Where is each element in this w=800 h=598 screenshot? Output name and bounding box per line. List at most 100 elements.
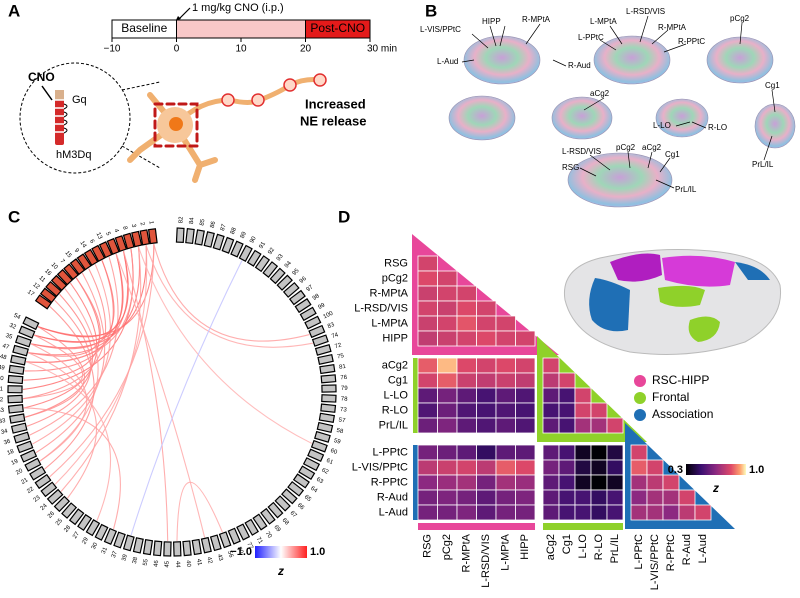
legend-swatch [634, 409, 646, 421]
neuron [127, 73, 327, 183]
node [12, 344, 29, 357]
heat-cell [495, 387, 516, 404]
node [319, 364, 336, 375]
node-label: 56 [226, 550, 234, 559]
heat-cell [476, 504, 497, 521]
node [8, 364, 25, 375]
column-label: L-RSD/VIS [480, 534, 492, 588]
node [91, 244, 106, 262]
node-label: 4 [113, 228, 120, 234]
row-label: L-PPtC [373, 446, 409, 458]
node [274, 495, 291, 512]
heat-cell [542, 372, 560, 389]
region-label: L-PPtC [578, 33, 604, 42]
node [63, 263, 80, 281]
heat-cell [456, 357, 477, 374]
heat-cell [476, 372, 497, 389]
heat-cell [417, 285, 438, 302]
region-label: L-LO [653, 121, 671, 130]
node-label: 20 [15, 468, 24, 477]
chord [60, 246, 142, 492]
node-label: 98 [312, 293, 321, 302]
colorbar-label: 1.0 [310, 546, 325, 558]
heat-cell [558, 504, 576, 521]
node-label: 69 [272, 524, 281, 533]
node [221, 236, 235, 254]
heat-cell [495, 315, 516, 332]
chord [145, 245, 313, 348]
heat-cell [417, 444, 438, 461]
node [227, 527, 241, 545]
node-label: 83 [327, 322, 336, 330]
heat-cell [437, 270, 458, 287]
node-label: 97 [306, 284, 315, 293]
node-label: 52 [0, 397, 4, 403]
chord [28, 352, 98, 499]
node-label: 38 [132, 556, 139, 564]
heat-cell [417, 330, 438, 347]
node-label: 50 [0, 376, 4, 383]
node-label: 12 [31, 282, 40, 291]
region-label: aCg2 [642, 143, 662, 152]
colorbar-label: 0.3 [668, 464, 683, 476]
heat-cell [542, 459, 560, 476]
phase-label: Baseline [121, 21, 167, 35]
timeline: Baseline Post-CNO −10 0 10 20 30 min [104, 19, 397, 55]
row-label: L-Aud [379, 506, 408, 518]
heat-cell [437, 315, 458, 332]
node [29, 465, 47, 481]
node [321, 394, 337, 403]
phase-label: Post-CNO [310, 21, 365, 35]
heat-cell [495, 402, 516, 419]
node [53, 495, 71, 513]
heat-cell [437, 330, 458, 347]
heat-cell [558, 417, 576, 434]
node [320, 403, 337, 413]
node-label: 7 [58, 258, 65, 265]
heat-cell [590, 474, 608, 491]
colorbar-ticks: −1.0 1.0 [230, 546, 325, 558]
heat-cell [437, 459, 458, 476]
node [7, 404, 24, 414]
node [34, 294, 52, 310]
node [209, 534, 222, 552]
chord [137, 246, 313, 444]
column-label: L-Aud [697, 534, 709, 563]
heat-cell [456, 444, 477, 461]
heat-cell [574, 417, 592, 434]
node-label: 57 [338, 417, 346, 424]
node [56, 268, 74, 286]
node [230, 240, 244, 258]
heat-cell [515, 357, 536, 374]
heat-cell [495, 459, 516, 476]
heat-cell [515, 504, 536, 521]
node [172, 541, 182, 557]
node-label: 2 [139, 222, 146, 227]
node-label: 62 [320, 467, 329, 476]
node [13, 431, 31, 444]
node-label: 96 [299, 276, 308, 285]
heat-cell [558, 387, 576, 404]
node [46, 488, 64, 505]
node [262, 261, 279, 278]
heat-cell [606, 474, 624, 491]
node [94, 523, 109, 541]
heat-cell [515, 372, 536, 389]
heat-cell [476, 315, 497, 332]
region-label: pCg2 [616, 143, 636, 152]
tick-label: 0 [174, 44, 180, 55]
heat-cell [476, 444, 497, 461]
row-label: R-MPtA [370, 287, 409, 299]
node-label: 75 [337, 353, 345, 360]
node [244, 518, 259, 536]
node [131, 230, 143, 248]
chord [122, 250, 169, 541]
node-label: 93 [276, 253, 285, 262]
node-label: 6 [88, 239, 95, 245]
heat-cell [662, 474, 680, 491]
node [281, 488, 298, 505]
node [153, 540, 163, 557]
node [114, 235, 128, 253]
node-label: 29 [81, 536, 90, 545]
node-label: 78 [341, 396, 349, 402]
